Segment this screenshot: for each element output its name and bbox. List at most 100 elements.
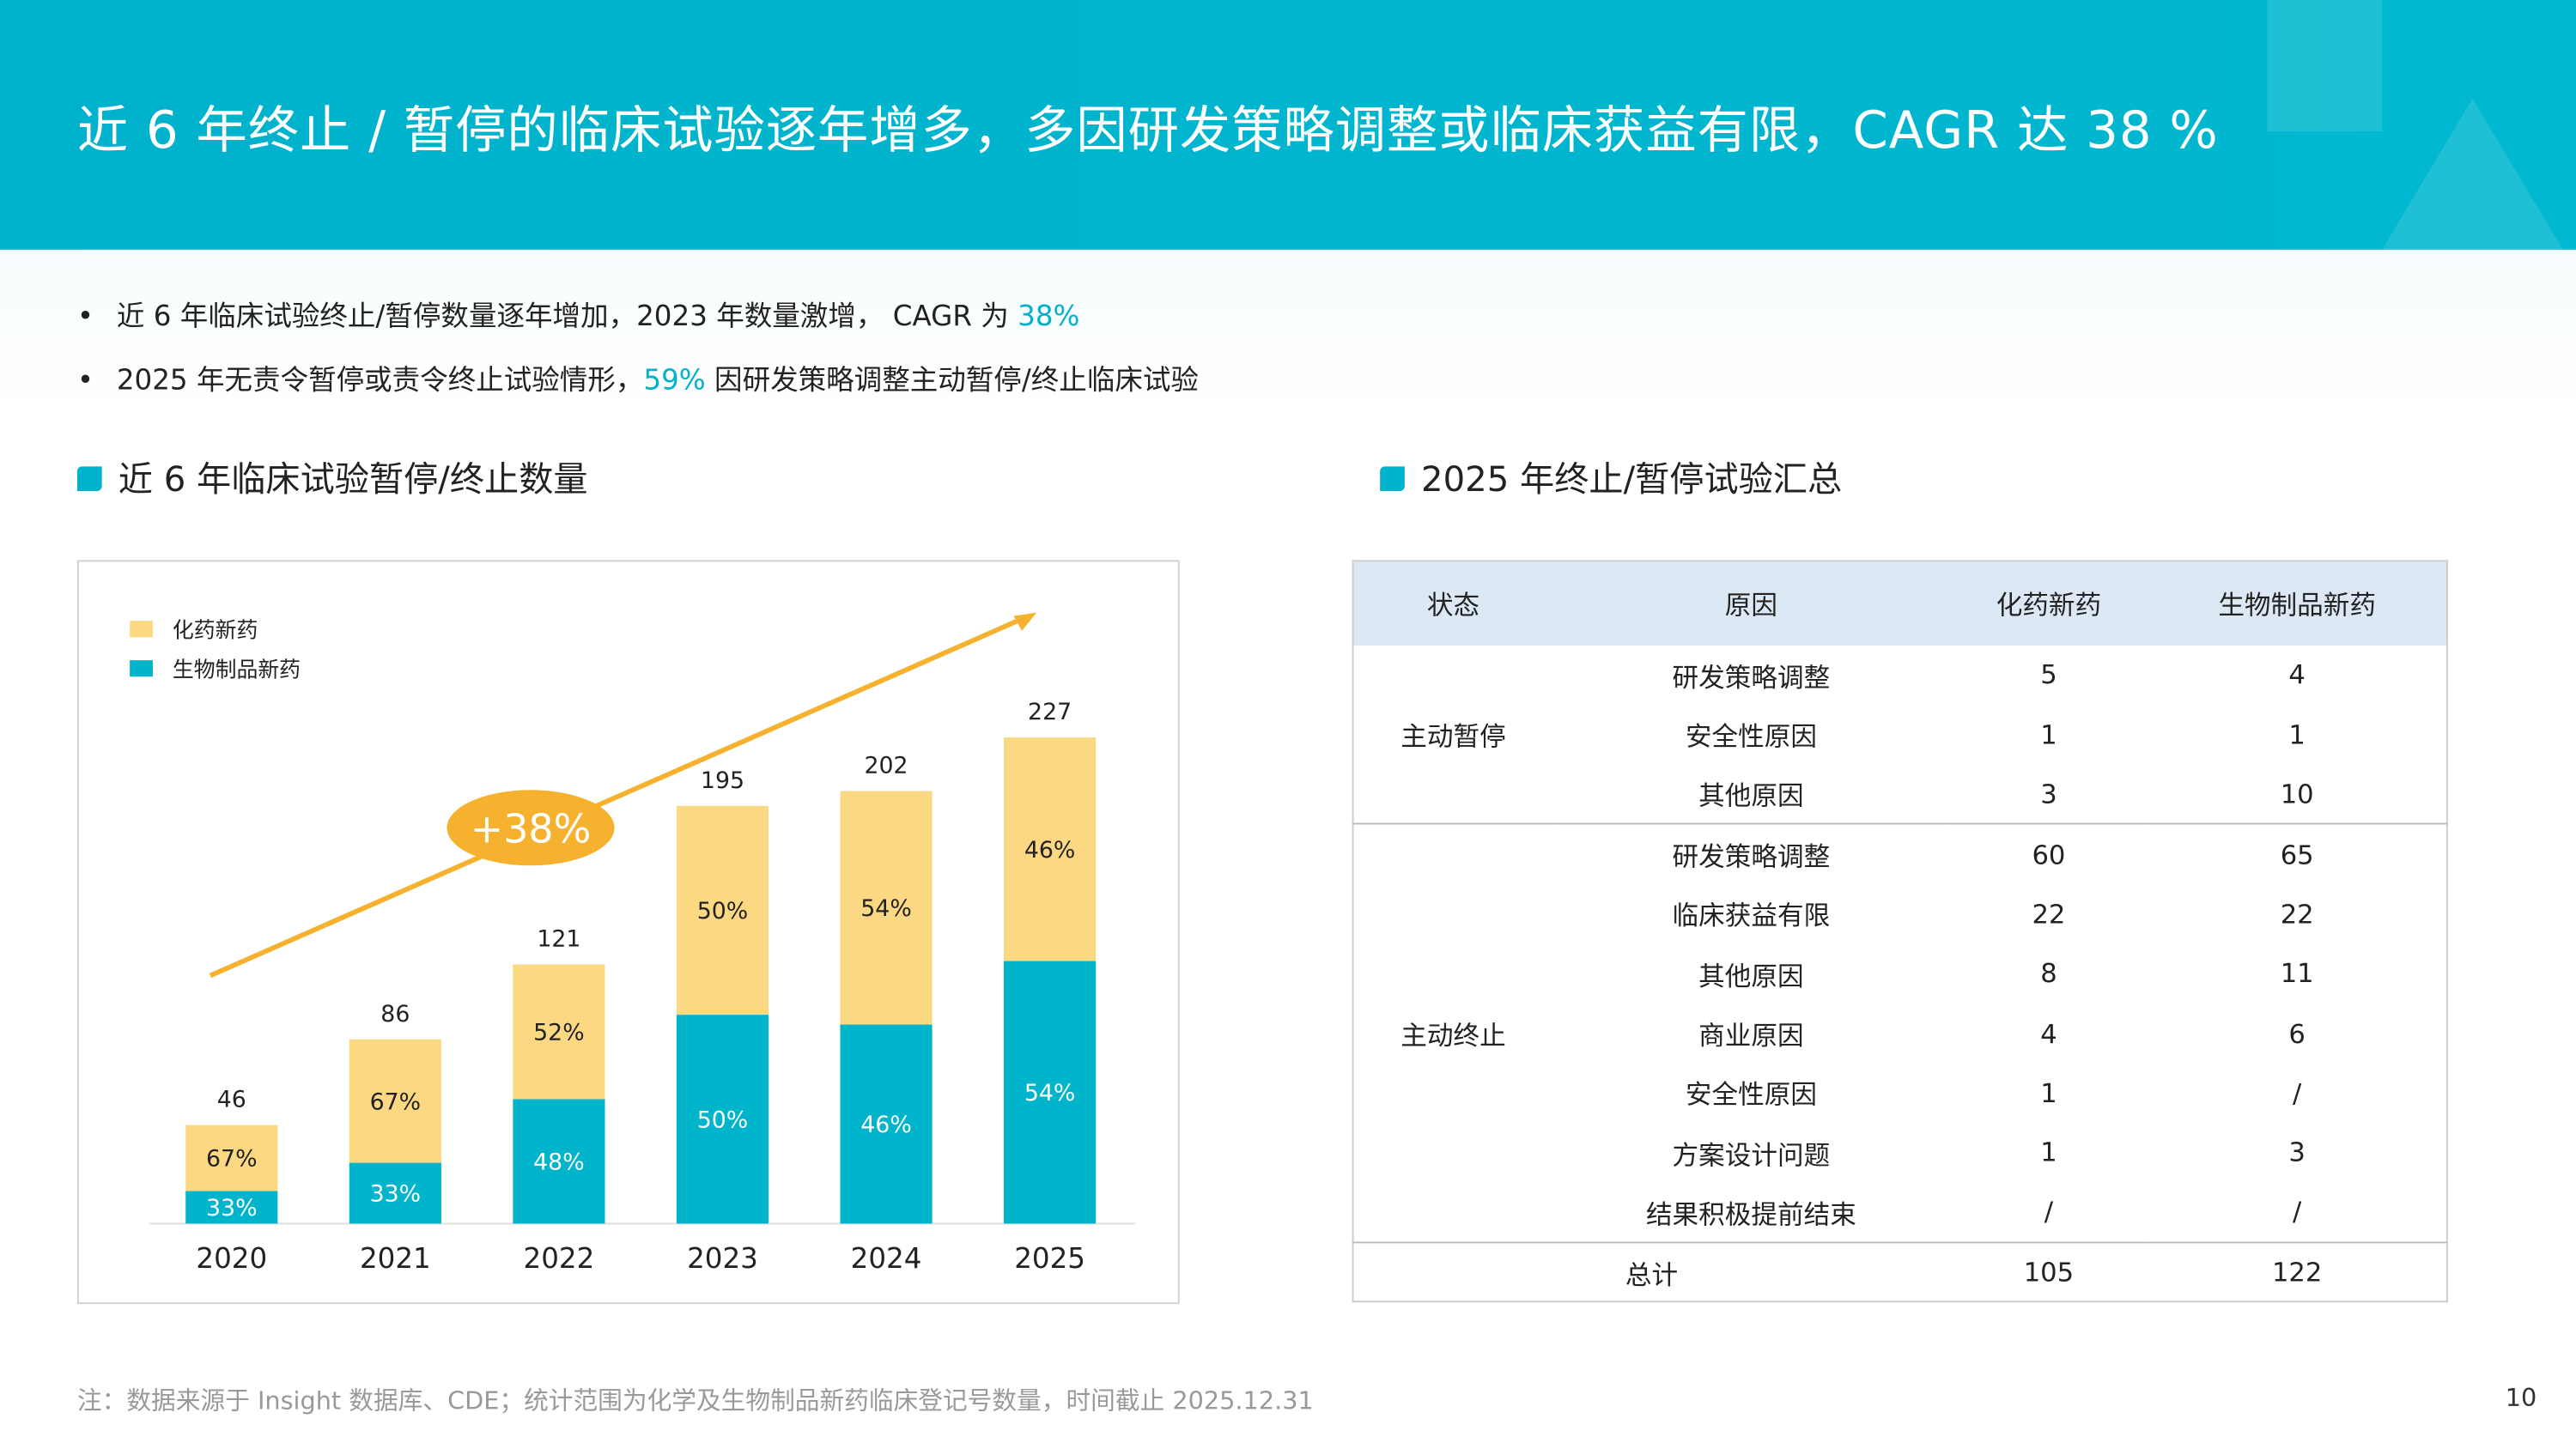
x-tick-label: 2022 bbox=[524, 1242, 595, 1275]
total-label: 195 bbox=[701, 767, 744, 794]
bio-cell: 22 bbox=[2280, 898, 2314, 930]
summary-table: 状态 原因 化药新药 生物制品新药 主动暂停 研发策略调整 5 4 安全性原因 1 1 其他原… bbox=[1352, 560, 2448, 1303]
bar-chem bbox=[676, 805, 769, 1016]
x-tick-label: 2021 bbox=[360, 1242, 431, 1275]
bio-percent-label: 50% bbox=[697, 1106, 749, 1133]
chem-percent-label: 50% bbox=[697, 898, 749, 925]
reason-cell: 研发策略调整 bbox=[1672, 661, 1831, 693]
bar-chart: 46 67% 33% 2020 86 67% 33% 2021 121 52% 48% 2022 195… bbox=[76, 560, 1180, 1305]
reason-cell: 安全性原因 bbox=[1685, 721, 1817, 753]
table-row: 其他原因 3 10 bbox=[1353, 764, 2447, 824]
bio-cell: 3 bbox=[2288, 1137, 2306, 1168]
chem-percent-label: 67% bbox=[206, 1146, 258, 1173]
total-bio: 122 bbox=[2148, 1241, 2447, 1302]
reason-cell: 其他原因 bbox=[1698, 780, 1804, 812]
bar-chem bbox=[513, 964, 605, 1100]
bar-bio bbox=[840, 1024, 933, 1224]
x-tick-label: 2023 bbox=[687, 1242, 758, 1275]
arrow-head-icon bbox=[1013, 612, 1037, 631]
chart-svg: 46 67% 33% 2020 86 67% 33% 2021 121 52% 48% 2022 195… bbox=[130, 612, 1136, 1275]
bar-bio bbox=[1004, 961, 1097, 1224]
chem-cell: 8 bbox=[2040, 957, 2057, 990]
chem-cell: / bbox=[2044, 1196, 2054, 1228]
bar-bio bbox=[185, 1191, 278, 1224]
bio-percent-label: 46% bbox=[860, 1112, 912, 1138]
reason-cell: 商业原因 bbox=[1698, 1020, 1804, 1052]
bio-cell: 1 bbox=[2288, 718, 2306, 750]
chem-cell: 3 bbox=[2040, 778, 2057, 809]
bio-percent-label: 54% bbox=[1024, 1080, 1076, 1106]
table-row: 主动终止 研发策略调整 60 65 bbox=[1352, 822, 2447, 1243]
summary-bullets: 近 6 年临床试验终止/暂停数量逐年增加，2023 年数量激增， CAGR 为 … bbox=[77, 293, 1199, 421]
table-row: 安全性原因 1 / bbox=[1353, 1063, 2447, 1123]
table-row: 商业原因 4 6 bbox=[1353, 1003, 2447, 1064]
reason-cell: 其他原因 bbox=[1698, 960, 1804, 991]
x-tick-label: 2020 bbox=[196, 1242, 267, 1275]
trend-arrow bbox=[209, 615, 1027, 979]
chem-cell: 22 bbox=[2032, 898, 2066, 930]
chem-percent-label: 67% bbox=[370, 1088, 422, 1115]
bio-percent-label: 33% bbox=[370, 1181, 422, 1208]
bio-cell: / bbox=[2293, 1196, 2302, 1228]
total-label: 202 bbox=[864, 752, 908, 779]
cagr-label: +38% bbox=[471, 806, 592, 852]
bar-chem bbox=[1004, 737, 1097, 961]
reason-cell: 临床获益有限 bbox=[1672, 900, 1831, 932]
chem-cell: 4 bbox=[2040, 1017, 2057, 1049]
chem-percent-label: 46% bbox=[1024, 837, 1076, 864]
table-row: 临床获益有限 22 22 bbox=[1353, 883, 2447, 943]
bio-percent-label: 48% bbox=[533, 1149, 585, 1176]
table-row: 结果积极提前结束 / / bbox=[1353, 1183, 2447, 1243]
reason-cell: 方案设计问题 bbox=[1672, 1139, 1831, 1171]
footnote: 注：数据来源于 Insight 数据库、CDE；统计范围为化学及生物制品新药临床… bbox=[76, 1385, 1314, 1416]
status-cell: 主动终止 bbox=[1352, 822, 1553, 1243]
legend-swatch-chem bbox=[130, 621, 153, 638]
col-header: 生物制品新药 bbox=[2148, 561, 2447, 645]
bio-percent-label: 33% bbox=[206, 1195, 258, 1222]
reason-cell: 研发策略调整 bbox=[1552, 822, 1950, 884]
legend-label-chem: 化药新药 bbox=[173, 617, 258, 642]
total-label: 227 bbox=[1028, 699, 1072, 725]
chem-cell: 1 bbox=[2040, 718, 2057, 750]
bar-bio bbox=[676, 1015, 769, 1224]
chem-percent-label: 52% bbox=[533, 1020, 585, 1046]
bar-chem bbox=[840, 791, 933, 1025]
section-marker-icon bbox=[1380, 465, 1405, 491]
total-label: 86 bbox=[380, 1001, 410, 1028]
page-number: 10 bbox=[2505, 1382, 2537, 1413]
bio-cell: 65 bbox=[2148, 822, 2447, 884]
chart-section-title: 近 6 年临床试验暂停/终止数量 bbox=[76, 453, 588, 502]
bio-cell: 11 bbox=[2280, 957, 2314, 990]
bar-bio bbox=[513, 1099, 605, 1224]
col-header: 原因 bbox=[1552, 561, 1950, 645]
bio-cell: 4 bbox=[2288, 658, 2306, 690]
legend-label-bio: 生物制品新药 bbox=[173, 657, 301, 682]
section-marker-icon bbox=[76, 465, 102, 491]
bio-cell: / bbox=[2293, 1076, 2302, 1109]
chem-cell: 1 bbox=[2040, 1137, 2057, 1168]
reason-cell: 安全性原因 bbox=[1685, 1079, 1817, 1112]
col-header: 化药新药 bbox=[1949, 561, 2148, 645]
table-row: 方案设计问题 1 3 bbox=[1353, 1123, 2447, 1183]
bullet-item: 近 6 年临床试验终止/暂停数量逐年增加，2023 年数量激增， CAGR 为 … bbox=[77, 293, 1199, 333]
table-row: 安全性原因 1 1 bbox=[1353, 705, 2447, 765]
chem-cell: 5 bbox=[2040, 658, 2057, 690]
bar-chem bbox=[185, 1125, 278, 1191]
decorative-shape bbox=[2267, 0, 2383, 132]
total-row: 总计 105 122 bbox=[1352, 1241, 2447, 1302]
col-header: 状态 bbox=[1352, 561, 1553, 645]
reason-cell: 结果积极提前结束 bbox=[1645, 1198, 1856, 1230]
table-section-title: 2025 年终止/暂停试验汇总 bbox=[1380, 453, 1842, 502]
bio-cell: 10 bbox=[2280, 778, 2314, 809]
decorative-shape bbox=[2382, 98, 2563, 250]
cagr-badge bbox=[447, 790, 615, 866]
page-title: 近 6 年终止 / 暂停的临床试验逐年增多，多因研发策略调整或临床获益有限，CA… bbox=[76, 101, 2219, 161]
total-label: 总计 bbox=[1352, 1241, 1950, 1302]
legend-swatch-bio bbox=[130, 660, 153, 677]
header-banner: 近 6 年终止 / 暂停的临床试验逐年增多，多因研发策略调整或临床获益有限，CA… bbox=[0, 0, 2576, 250]
bar-bio bbox=[349, 1162, 441, 1224]
total-chem: 105 bbox=[1949, 1241, 2148, 1302]
chem-cell: 1 bbox=[2040, 1076, 2057, 1109]
bar-chem bbox=[349, 1039, 441, 1163]
table-row: 其他原因 8 11 bbox=[1353, 943, 2447, 1003]
